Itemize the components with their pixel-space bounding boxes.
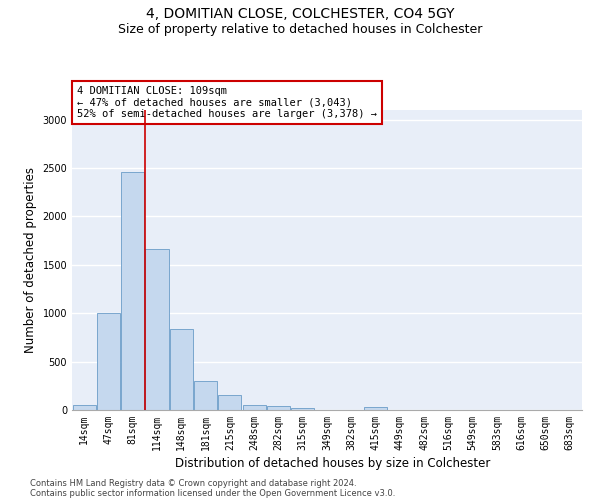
Bar [291,408,314,410]
Bar [242,404,266,410]
Text: Distribution of detached houses by size in Colchester: Distribution of detached houses by size … [175,458,491,470]
Y-axis label: Number of detached properties: Number of detached properties [24,167,37,353]
Text: Contains HM Land Registry data © Crown copyright and database right 2024.: Contains HM Land Registry data © Crown c… [30,478,356,488]
Bar [170,328,193,410]
Bar [145,250,169,410]
Text: Contains public sector information licensed under the Open Government Licence v3: Contains public sector information licen… [30,488,395,498]
Bar [218,396,241,410]
Bar [267,406,290,410]
Text: Size of property relative to detached houses in Colchester: Size of property relative to detached ho… [118,22,482,36]
Bar [73,404,95,410]
Bar [121,172,144,410]
Text: 4, DOMITIAN CLOSE, COLCHESTER, CO4 5GY: 4, DOMITIAN CLOSE, COLCHESTER, CO4 5GY [146,8,454,22]
Bar [364,406,387,410]
Text: 4 DOMITIAN CLOSE: 109sqm
← 47% of detached houses are smaller (3,043)
52% of sem: 4 DOMITIAN CLOSE: 109sqm ← 47% of detach… [77,86,377,119]
Bar [97,313,120,410]
Bar [194,381,217,410]
